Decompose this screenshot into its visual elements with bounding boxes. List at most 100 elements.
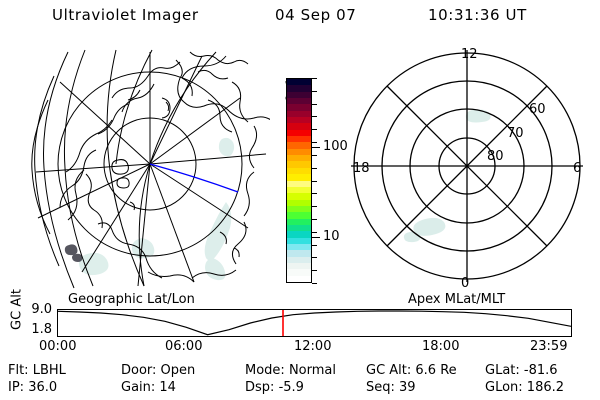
colorbar-minor-tick: [312, 129, 317, 130]
orbit-altitude-strip[interactable]: Geographic Lat/Lon Apex MLat/MLT GC Alt …: [0, 289, 600, 354]
colorbar-segment: [287, 91, 311, 99]
colorbar-minor-tick: [312, 257, 317, 258]
status-field-value: -5.9: [278, 380, 304, 395]
status-field: Gain: 14: [121, 380, 176, 395]
colorbar-segment: [287, 148, 311, 156]
colorbar-minor-tick: [312, 104, 317, 105]
status-field-label: Door:: [121, 363, 161, 378]
geographic-map-svg: [31, 49, 270, 289]
colorbar-minor-tick: [312, 142, 317, 143]
colorbar-segment: [287, 98, 311, 105]
mlt-dial-svg: 12 6 0 18 60 70 80: [351, 47, 583, 290]
mlt-panel-caption: Apex MLat/MLT: [408, 292, 506, 307]
mlt-label-12: 12: [461, 47, 478, 62]
colorbar-major-tick: [312, 237, 320, 238]
colorbar-segment: [287, 250, 311, 257]
colorbar-segment: [287, 205, 311, 213]
colorbar-segment: [287, 262, 311, 270]
status-field: Seq: 39: [366, 380, 416, 395]
status-field-label: IP:: [8, 380, 29, 395]
status-field-value: 14: [159, 380, 176, 395]
status-field: Flt: LBHL: [8, 363, 66, 378]
latlon-graticule: [31, 49, 267, 289]
orbit-plot-svg: [58, 310, 571, 336]
colorbar-segment: [287, 85, 311, 92]
colorbar-tick-label: 100: [323, 139, 348, 154]
aurora-emission-dark: [64, 244, 83, 262]
status-field: Mode: Normal: [245, 363, 336, 378]
colorbar-minor-tick: [312, 116, 317, 117]
colorbar-ticks: 100 10: [312, 78, 348, 284]
status-field-value: LBHL: [32, 363, 66, 378]
status-field: GLon: 186.2: [485, 380, 564, 395]
status-field: IP: 36.0: [8, 380, 57, 395]
colorbar-gradient: [286, 78, 312, 283]
orbit-xtick-label: 00:00: [39, 339, 77, 354]
colorbar-segment: [287, 224, 311, 232]
colorbar-minor-tick: [312, 270, 317, 271]
orbit-xtick-label: 06:00: [165, 339, 203, 354]
colorbar-segment: [287, 142, 311, 149]
colorbar-segment: [287, 186, 311, 194]
orbit-ytick-bottom: 1.8: [31, 322, 52, 337]
colorbar-minor-tick: [312, 219, 317, 220]
colorbar-minor-tick: [312, 78, 317, 79]
observation-date: 04 Sep 07: [275, 6, 357, 24]
status-field-value: 186.2: [526, 380, 565, 395]
mlt-aurora-layer: [403, 109, 491, 243]
colorbar-minor-tick: [312, 193, 317, 194]
status-field-label: Mode:: [245, 363, 289, 378]
mlat-label-80: 80: [487, 149, 504, 164]
orbit-ytick-top: 9.0: [31, 302, 52, 317]
header-bar: Ultraviolet Imager 04 Sep 07 10:31:36 UT: [0, 6, 600, 30]
colorbar-segment: [287, 167, 311, 175]
status-field-label: GC Alt:: [366, 363, 416, 378]
colorbar-segment: [287, 237, 311, 244]
colorbar-segment: [287, 136, 311, 143]
colorbar-segment: [287, 155, 311, 162]
colorbar-segment: [287, 212, 311, 219]
status-field-value: Normal: [288, 363, 336, 378]
mlat-label-70: 70: [507, 126, 524, 141]
orbit-altitude-curve: [58, 310, 571, 336]
status-bar: Flt: LBHL Door: Open Mode: Normal GC Alt: 6…: [0, 363, 600, 399]
colorbar-segment: [287, 231, 311, 238]
colorbar-minor-tick: [312, 181, 317, 182]
status-field-label: Flt:: [8, 363, 33, 378]
mlt-dial-panel[interactable]: 12 6 0 18 60 70 80: [344, 42, 592, 290]
colorbar-segment: [287, 193, 311, 200]
terminator-line: [149, 163, 239, 193]
status-field-label: Gain:: [121, 380, 160, 395]
colorbar-segment: [287, 180, 311, 187]
coastline-layer: [59, 51, 270, 283]
colorbar-minor-tick: [312, 168, 317, 169]
mlt-label-0: 0: [461, 276, 469, 290]
colorbar-minor-tick: [312, 232, 317, 233]
orbit-xtick-label: 12:00: [294, 339, 332, 354]
colorbar-segment: [287, 199, 311, 206]
colorbar-segment: [287, 161, 311, 168]
colorbar-segment: [287, 110, 311, 118]
colorbar-segment: [287, 256, 311, 263]
colorbar-minor-tick: [312, 206, 317, 207]
status-field-value: 36.0: [28, 380, 58, 395]
observation-time: 10:31:36 UT: [428, 6, 527, 24]
instrument-title: Ultraviolet Imager: [52, 6, 199, 24]
status-field-value: 39: [399, 380, 416, 395]
orbit-plot-box[interactable]: [57, 309, 572, 337]
colorbar-segment: [287, 218, 311, 225]
colorbar-segment: [287, 275, 311, 282]
orbit-xtick-label: 18:00: [422, 339, 460, 354]
status-field: Dsp: -5.9: [245, 380, 304, 395]
mlat-label-60: 60: [529, 102, 546, 117]
colorbar-minor-tick: [312, 155, 317, 156]
geographic-map-panel[interactable]: [30, 42, 270, 290]
colorbar-tick-label: 10: [323, 229, 340, 244]
status-field: GC Alt: 6.6 Re: [366, 363, 457, 378]
status-field-value: Open: [160, 363, 196, 378]
status-field-label: GLat:: [485, 363, 524, 378]
status-field: Door: Open: [121, 363, 195, 378]
status-field-value: 6.6 Re: [415, 363, 457, 378]
